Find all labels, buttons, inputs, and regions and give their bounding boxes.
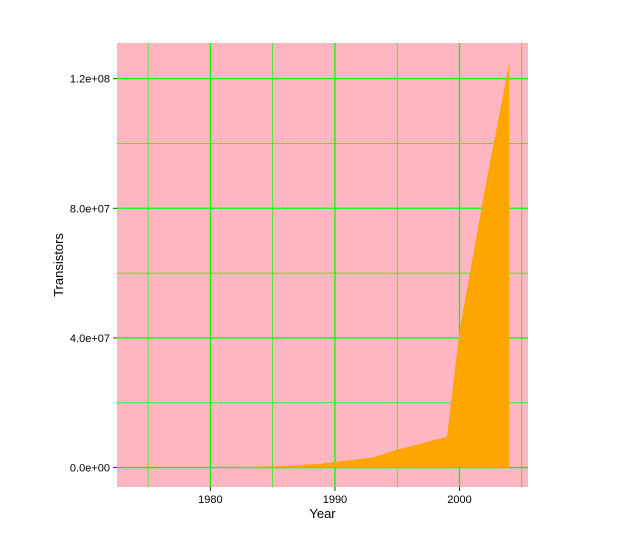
y-tick-label: 0.0e+00	[70, 463, 110, 475]
x-axis-ticks: 1980 1990 2000	[198, 487, 472, 506]
x-axis-title: Year	[309, 506, 336, 521]
x-tick-label: 1980	[198, 494, 222, 506]
x-tick-label: 2000	[447, 494, 471, 506]
y-axis-title: Transistors	[51, 233, 66, 297]
transistors-area	[210, 62, 510, 468]
y-tick-label: 1.2e+08	[70, 74, 110, 86]
y-axis-ticks: 0.0e+00 4.0e+07 8.0e+07 1.2e+08	[70, 74, 117, 475]
x-tick-label: 1990	[323, 494, 347, 506]
y-tick-label: 8.0e+07	[70, 203, 110, 215]
y-tick-label: 4.0e+07	[70, 333, 110, 345]
